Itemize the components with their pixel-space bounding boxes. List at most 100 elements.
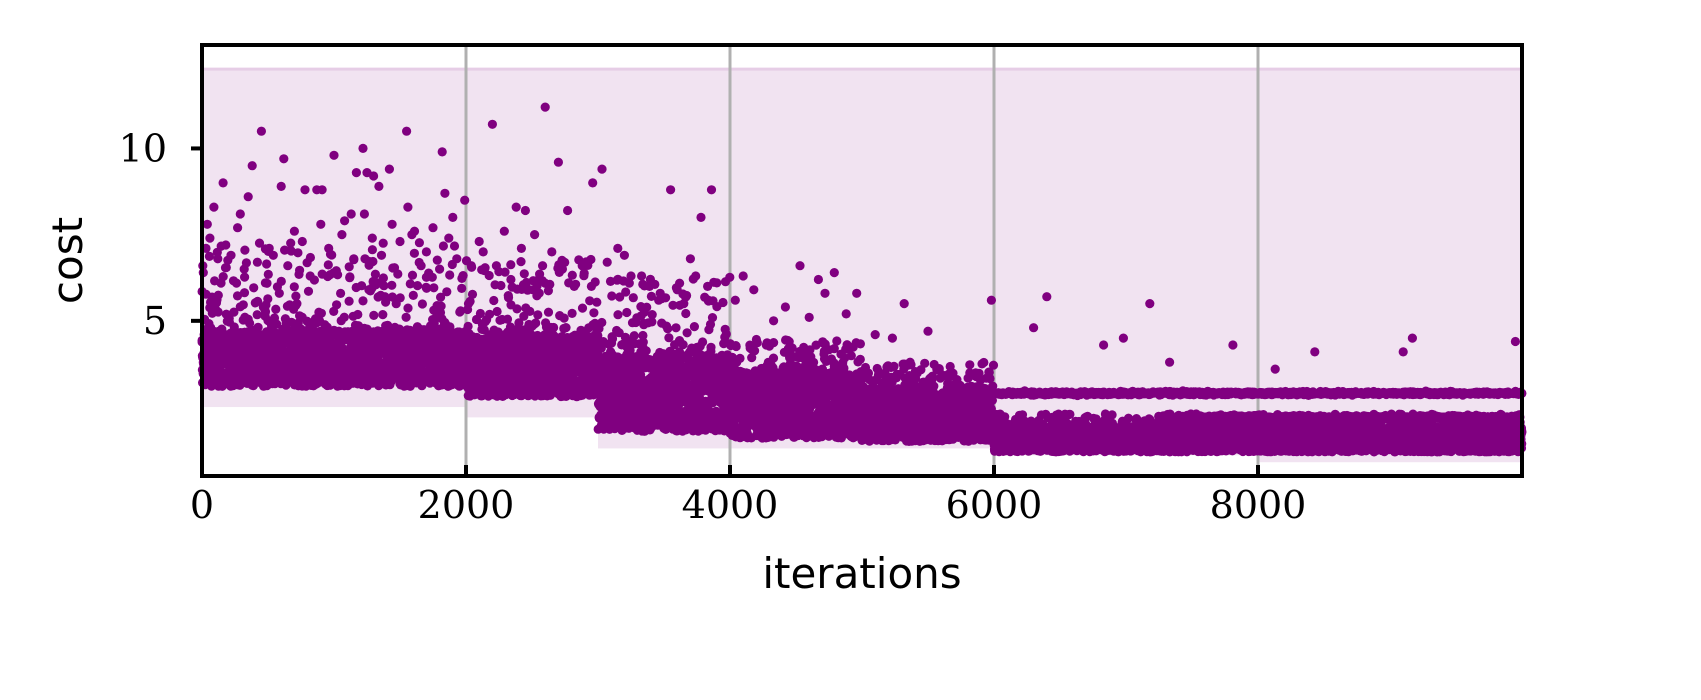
- data-point: [559, 313, 569, 323]
- data-point: [820, 288, 830, 298]
- data-point: [637, 271, 647, 281]
- data-point: [326, 351, 336, 361]
- data-point: [718, 415, 728, 425]
- data-point: [795, 261, 805, 271]
- data-point: [235, 209, 245, 219]
- data-point: [701, 412, 711, 422]
- data-point: [329, 306, 339, 316]
- data-point: [260, 311, 270, 321]
- data-point: [695, 370, 705, 380]
- data-point: [262, 278, 272, 288]
- data-point: [369, 171, 379, 181]
- data-point: [378, 310, 388, 320]
- data-point: [841, 309, 851, 319]
- data-point: [285, 300, 295, 310]
- data-point: [421, 282, 431, 292]
- data-point: [367, 233, 377, 243]
- data-point: [1165, 357, 1175, 367]
- data-point: [496, 280, 506, 291]
- data-point: [420, 347, 430, 357]
- data-point: [478, 247, 488, 257]
- data-point: [449, 241, 460, 251]
- data-point: [384, 164, 394, 174]
- data-point: [551, 366, 561, 376]
- data-point: [264, 243, 274, 253]
- data-point: [541, 318, 551, 328]
- data-point: [668, 422, 678, 432]
- data-point: [923, 326, 933, 336]
- data-point: [706, 342, 716, 352]
- data-point: [625, 366, 635, 376]
- data-point: [1270, 364, 1280, 374]
- data-point: [567, 308, 577, 318]
- data-point: [523, 285, 533, 295]
- data-point: [780, 302, 791, 312]
- data-point: [1407, 333, 1417, 343]
- data-point: [464, 347, 474, 357]
- data-point: [628, 293, 638, 303]
- data-point: [712, 362, 722, 372]
- data-point: [362, 324, 372, 334]
- data-point: [520, 351, 530, 361]
- data-point: [409, 226, 420, 236]
- data-point: [271, 304, 281, 314]
- data-point: [1228, 340, 1238, 350]
- data-point: [438, 241, 448, 251]
- data-point: [405, 279, 415, 289]
- data-point: [543, 307, 554, 317]
- data-point: [363, 372, 373, 382]
- data-point: [353, 309, 363, 320]
- data-point: [595, 412, 605, 422]
- data-point: [477, 341, 487, 351]
- data-point: [305, 321, 315, 331]
- data-point: [305, 252, 315, 263]
- data-point: [435, 324, 445, 334]
- data-point: [263, 342, 273, 352]
- data-point: [252, 257, 262, 267]
- data-point: [645, 274, 656, 284]
- data-point: [621, 341, 632, 351]
- data-point: [414, 238, 424, 248]
- data-point: [494, 267, 504, 277]
- data-point: [339, 312, 349, 322]
- data-point: [670, 340, 680, 350]
- data-point: [302, 355, 312, 365]
- data-point: [634, 339, 644, 349]
- data-point: [631, 356, 641, 366]
- data-point: [586, 254, 596, 265]
- data-point: [247, 161, 257, 171]
- data-point: [1310, 347, 1320, 357]
- data-point: [671, 283, 682, 293]
- data-point: [598, 397, 608, 407]
- data-point: [235, 302, 245, 312]
- data-point: [414, 257, 424, 268]
- data-point: [394, 361, 404, 371]
- data-point: [691, 390, 701, 400]
- data-point: [430, 377, 441, 388]
- data-point: [409, 248, 419, 258]
- data-point: [381, 297, 391, 307]
- data-point: [597, 421, 607, 431]
- data-point: [535, 269, 545, 279]
- data-point: [554, 384, 565, 394]
- data-point: [465, 296, 475, 306]
- data-point: [341, 378, 351, 388]
- data-point: [309, 275, 319, 285]
- data-point: [1029, 323, 1039, 333]
- data-point: [680, 397, 690, 407]
- data-point: [463, 304, 473, 315]
- data-point: [275, 371, 285, 381]
- data-point: [353, 357, 363, 367]
- data-point: [577, 303, 588, 313]
- data-point: [209, 202, 219, 212]
- data-point: [256, 126, 266, 136]
- data-point: [310, 314, 321, 324]
- data-point: [240, 272, 250, 282]
- data-point: [607, 291, 617, 301]
- data-point: [434, 307, 444, 318]
- data-point: [337, 230, 347, 240]
- data-point: [334, 326, 344, 336]
- data-point: [639, 307, 650, 317]
- data-point: [622, 307, 632, 318]
- data-point: [626, 393, 636, 403]
